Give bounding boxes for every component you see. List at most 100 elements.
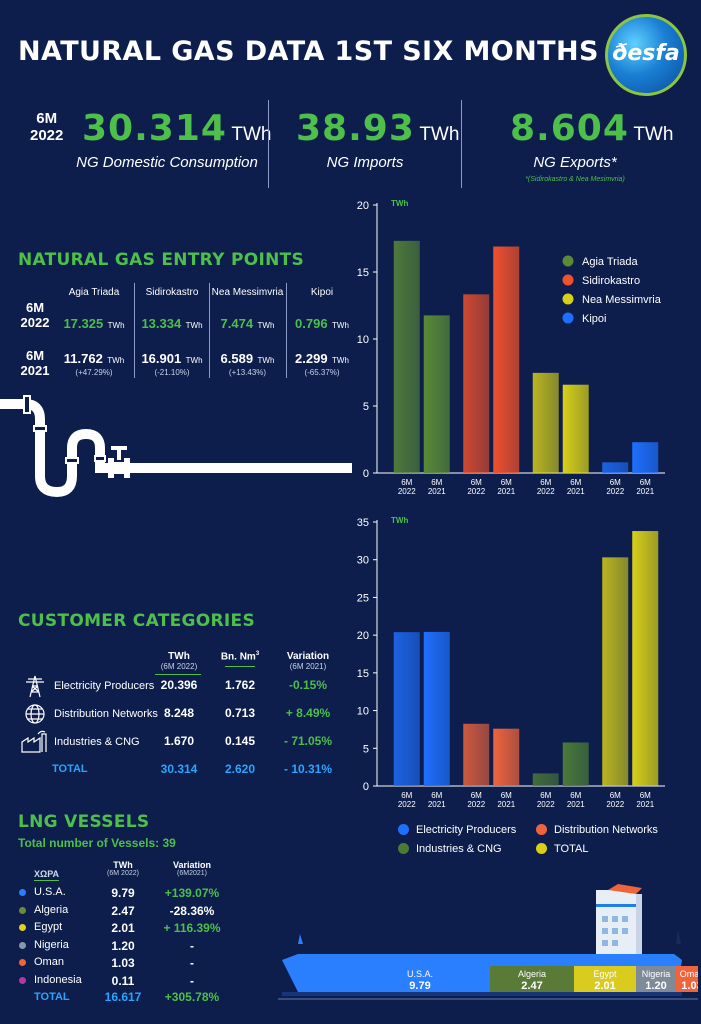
kpi-value: 38.93 — [296, 108, 415, 149]
bar — [562, 742, 589, 786]
customer-categories-title: CUSTOMER CATEGORIES — [18, 611, 256, 631]
underline — [155, 674, 201, 675]
ship-segment — [350, 966, 490, 992]
ship-segment-value: 2.01 — [594, 980, 615, 992]
bar-label-bottom: 2021 — [567, 487, 585, 496]
ep-unit: TWh — [185, 321, 203, 330]
lng-country: U.S.A. — [34, 886, 66, 898]
cc-row-twh: 8.248 — [163, 706, 195, 720]
y-tick-label: 20 — [357, 630, 369, 642]
bar — [493, 728, 520, 786]
row-label-top: 6M — [25, 348, 45, 363]
bar — [463, 723, 490, 786]
legend-swatch — [562, 255, 574, 267]
bar-label-bottom: 2021 — [636, 800, 654, 809]
bar-label-top: 6M — [610, 478, 621, 487]
ep-value-2021: 2.299 TWh — [286, 350, 358, 368]
ep-value-2022: 17.325 TWh — [54, 315, 134, 333]
lng-title: LNG VESSELS — [18, 812, 150, 832]
bar-label-bottom: 2021 — [497, 487, 515, 496]
pipeline-illustration — [0, 395, 352, 498]
logo-text: ðesfa — [612, 41, 680, 66]
ship-segment — [636, 966, 676, 992]
bar — [423, 315, 450, 473]
bar-label-top: 6M — [540, 478, 551, 487]
ship-segment — [676, 966, 698, 992]
entry-points-title: NATURAL GAS ENTRY POINTS — [18, 250, 305, 270]
col-header: TWh — [168, 651, 190, 662]
underline — [225, 666, 255, 668]
kpi-consumption-label: NG Domestic Consumption — [76, 154, 258, 171]
bar-label-top: 6M — [540, 791, 551, 800]
lng-country: Egypt — [34, 921, 63, 933]
row-label-top: 6M — [25, 300, 45, 315]
kpi-period-top: 6M — [36, 110, 58, 127]
y-tick-label: 15 — [357, 668, 369, 680]
ep-value: 7.474 — [220, 316, 254, 331]
ship-segment — [574, 966, 636, 992]
pipe-flange — [94, 455, 106, 462]
bar-label-bottom: 2022 — [467, 800, 485, 809]
bar-label-bottom: 2021 — [636, 487, 654, 496]
lng-variation: - — [190, 956, 194, 970]
ep-column-sidirokastro: Sidirokastro 13.334 TWh 16.901 TWh (-21.… — [134, 287, 210, 377]
lng-col-variation: Variation (6M2021) — [162, 860, 222, 877]
ep-col-header: Sidirokastro — [145, 287, 199, 298]
bar-label-bottom: 2022 — [398, 487, 416, 496]
lng-col-twh: TWh (6M 2022) — [100, 860, 146, 877]
lng-total-twh: 16.617 — [104, 990, 142, 1004]
divider — [209, 283, 210, 378]
legend-label: Electricity Producers — [416, 824, 517, 836]
ship-segment-value: 1.20 — [645, 980, 666, 992]
cc-row-twh: 1.670 — [163, 734, 195, 748]
bar — [632, 442, 659, 473]
ep-column-nea-messimvria: Nea Messimvria 7.474 TWh 6.589 TWh (+13.… — [209, 287, 286, 377]
y-tick-label: 30 — [357, 555, 369, 567]
col-subheader: (6M 2022) — [160, 662, 198, 671]
cc-row-twh: 20.396 — [160, 678, 198, 692]
bar-label-top: 6M — [431, 478, 442, 487]
country-dot — [19, 924, 26, 931]
ep-value-2021: 11.762 TWh — [54, 350, 134, 368]
country-dot — [19, 976, 26, 984]
bar-label-bottom: 2021 — [428, 800, 446, 809]
bar-label-bottom: 2022 — [398, 800, 416, 809]
bar-label-top: 6M — [501, 478, 512, 487]
ship-segment-value: 2.47 — [521, 980, 542, 992]
lng-variation: + 116.39% — [163, 921, 221, 935]
lng-total-label: TOTAL — [34, 991, 70, 1003]
bar-label-top: 6M — [471, 478, 482, 487]
legend-swatch — [398, 843, 409, 854]
y-tick-label: 20 — [357, 200, 369, 212]
kpi-imports-value: 38.93 TWh — [296, 108, 459, 149]
col-header: Variation — [172, 860, 211, 870]
divider — [134, 283, 135, 378]
bar-label-top: 6M — [610, 791, 621, 800]
cc-total-bnm: 2.620 — [224, 762, 256, 776]
ep-column-kipoi: Kipoi 0.796 TWh 2.299 TWh (-65.37%) — [286, 287, 358, 377]
lng-twh: 2.47 — [111, 903, 135, 918]
y-tick-label: 5 — [363, 743, 369, 755]
col-subheader: (6M 2022) — [107, 870, 139, 877]
col-header: Variation — [286, 651, 330, 662]
bar-label-top: 6M — [501, 791, 512, 800]
cc-row-variation: + 8.49% — [285, 706, 331, 720]
cc-row-label: Electricity Producers — [54, 680, 155, 692]
desfa-logo: ðesfa — [605, 14, 687, 96]
ep-unit: TWh — [332, 321, 349, 330]
lng-country: Indonesia — [34, 973, 82, 986]
country-dot — [19, 941, 26, 949]
ship-segment-label: Egypt — [593, 969, 617, 979]
bar — [602, 462, 629, 473]
divider — [461, 100, 462, 188]
ep-col-header: Agia Triada — [68, 287, 120, 298]
ship-segment-value: 1.03 — [681, 980, 698, 992]
legend-label: Distribution Networks — [554, 824, 658, 836]
bar-label-bottom: 2022 — [537, 487, 555, 496]
ep-value-2021: 16.901 TWh — [134, 350, 210, 368]
divider — [268, 100, 269, 188]
bar-label-top: 6M — [401, 478, 412, 487]
legend-swatch — [398, 824, 409, 835]
bar — [463, 294, 490, 473]
